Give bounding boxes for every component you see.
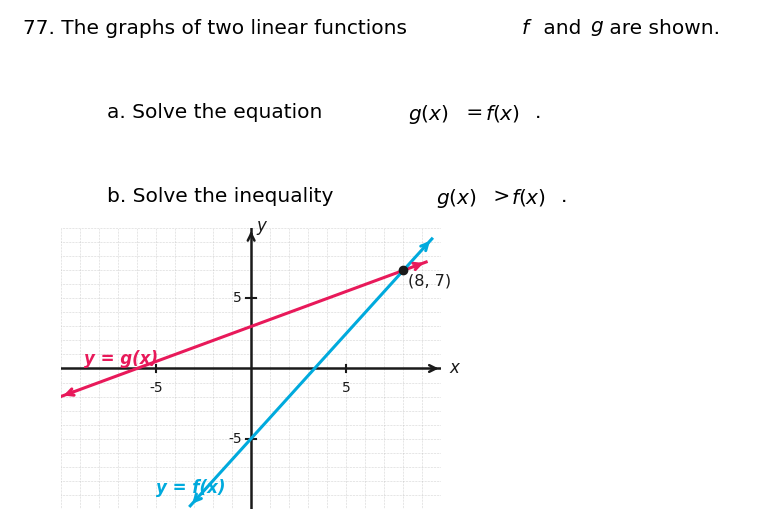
Text: $g(x)$: $g(x)$ bbox=[408, 103, 448, 126]
Text: $g$: $g$ bbox=[590, 19, 603, 38]
Text: .: . bbox=[561, 187, 567, 206]
Text: y: y bbox=[256, 216, 266, 235]
Text: and: and bbox=[537, 19, 587, 38]
Text: b. Solve the inequality: b. Solve the inequality bbox=[107, 187, 339, 206]
Text: 5: 5 bbox=[342, 381, 351, 395]
Text: .: . bbox=[535, 103, 541, 122]
Text: $f(x)$: $f(x)$ bbox=[485, 103, 520, 124]
Text: (8, 7): (8, 7) bbox=[408, 273, 451, 288]
Text: >: > bbox=[487, 187, 517, 206]
Text: 77. The graphs of two linear functions: 77. The graphs of two linear functions bbox=[23, 19, 413, 38]
Text: 5: 5 bbox=[233, 292, 242, 305]
Text: -5: -5 bbox=[228, 432, 242, 445]
Text: a. Solve the equation: a. Solve the equation bbox=[107, 103, 328, 122]
Text: =: = bbox=[460, 103, 490, 122]
Text: $f$: $f$ bbox=[521, 19, 533, 38]
Text: -5: -5 bbox=[149, 381, 163, 395]
Text: y = g(x): y = g(x) bbox=[84, 350, 158, 367]
Text: $g(x)$: $g(x)$ bbox=[436, 187, 476, 210]
Text: $f(x)$: $f(x)$ bbox=[511, 187, 546, 208]
Text: x: x bbox=[449, 360, 459, 377]
Text: are shown.: are shown. bbox=[603, 19, 721, 38]
Text: y = f(x): y = f(x) bbox=[156, 479, 225, 497]
